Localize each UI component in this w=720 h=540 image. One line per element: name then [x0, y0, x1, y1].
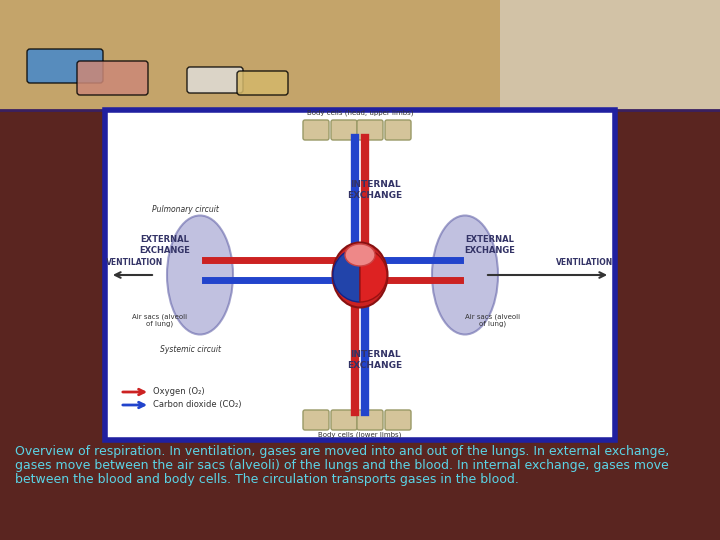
FancyBboxPatch shape — [357, 410, 383, 430]
FancyBboxPatch shape — [105, 110, 615, 440]
Text: Body cells (lower limbs): Body cells (lower limbs) — [318, 431, 402, 437]
Text: Air sacs (alveoli
of lung): Air sacs (alveoli of lung) — [465, 313, 521, 327]
Text: INTERNAL
EXCHANGE: INTERNAL EXCHANGE — [348, 180, 402, 200]
Text: Overview of respiration. In ventilation, gases are moved into and out of the lun: Overview of respiration. In ventilation,… — [15, 445, 670, 458]
Wedge shape — [360, 248, 387, 302]
Bar — [500, 0, 720, 110]
FancyBboxPatch shape — [357, 120, 383, 140]
FancyBboxPatch shape — [385, 120, 411, 140]
FancyBboxPatch shape — [27, 49, 103, 83]
Text: Body cells (head, upper limbs): Body cells (head, upper limbs) — [307, 110, 413, 116]
Text: VENTILATION: VENTILATION — [557, 258, 613, 267]
Wedge shape — [333, 248, 360, 302]
Text: Pulmonary circuit: Pulmonary circuit — [152, 206, 218, 214]
FancyBboxPatch shape — [237, 71, 288, 95]
Text: INTERNAL
EXCHANGE: INTERNAL EXCHANGE — [348, 350, 402, 370]
FancyBboxPatch shape — [303, 410, 329, 430]
Ellipse shape — [345, 244, 375, 266]
FancyBboxPatch shape — [303, 120, 329, 140]
Bar — [0, 110, 720, 540]
Text: EXTERNAL
EXCHANGE: EXTERNAL EXCHANGE — [140, 235, 190, 255]
FancyBboxPatch shape — [77, 61, 148, 95]
Text: between the blood and body cells. The circulation transports gases in the blood.: between the blood and body cells. The ci… — [15, 473, 519, 486]
Text: gases move between the air sacs (alveoli) of the lungs and the blood. In interna: gases move between the air sacs (alveoli… — [15, 459, 669, 472]
Text: Systemic circuit: Systemic circuit — [160, 346, 220, 354]
FancyBboxPatch shape — [331, 410, 357, 430]
Text: Carbon dioxide (CO₂): Carbon dioxide (CO₂) — [153, 401, 241, 409]
FancyBboxPatch shape — [331, 120, 357, 140]
Text: Air sacs (alveoli
of lung): Air sacs (alveoli of lung) — [132, 313, 188, 327]
Text: Oxygen (O₂): Oxygen (O₂) — [153, 388, 204, 396]
Ellipse shape — [333, 242, 387, 307]
FancyBboxPatch shape — [187, 67, 243, 93]
Text: VENTILATION: VENTILATION — [107, 258, 163, 267]
FancyBboxPatch shape — [385, 410, 411, 430]
Ellipse shape — [167, 215, 233, 334]
Text: EXTERNAL
EXCHANGE: EXTERNAL EXCHANGE — [464, 235, 516, 255]
Ellipse shape — [432, 215, 498, 334]
Bar — [0, 0, 720, 110]
